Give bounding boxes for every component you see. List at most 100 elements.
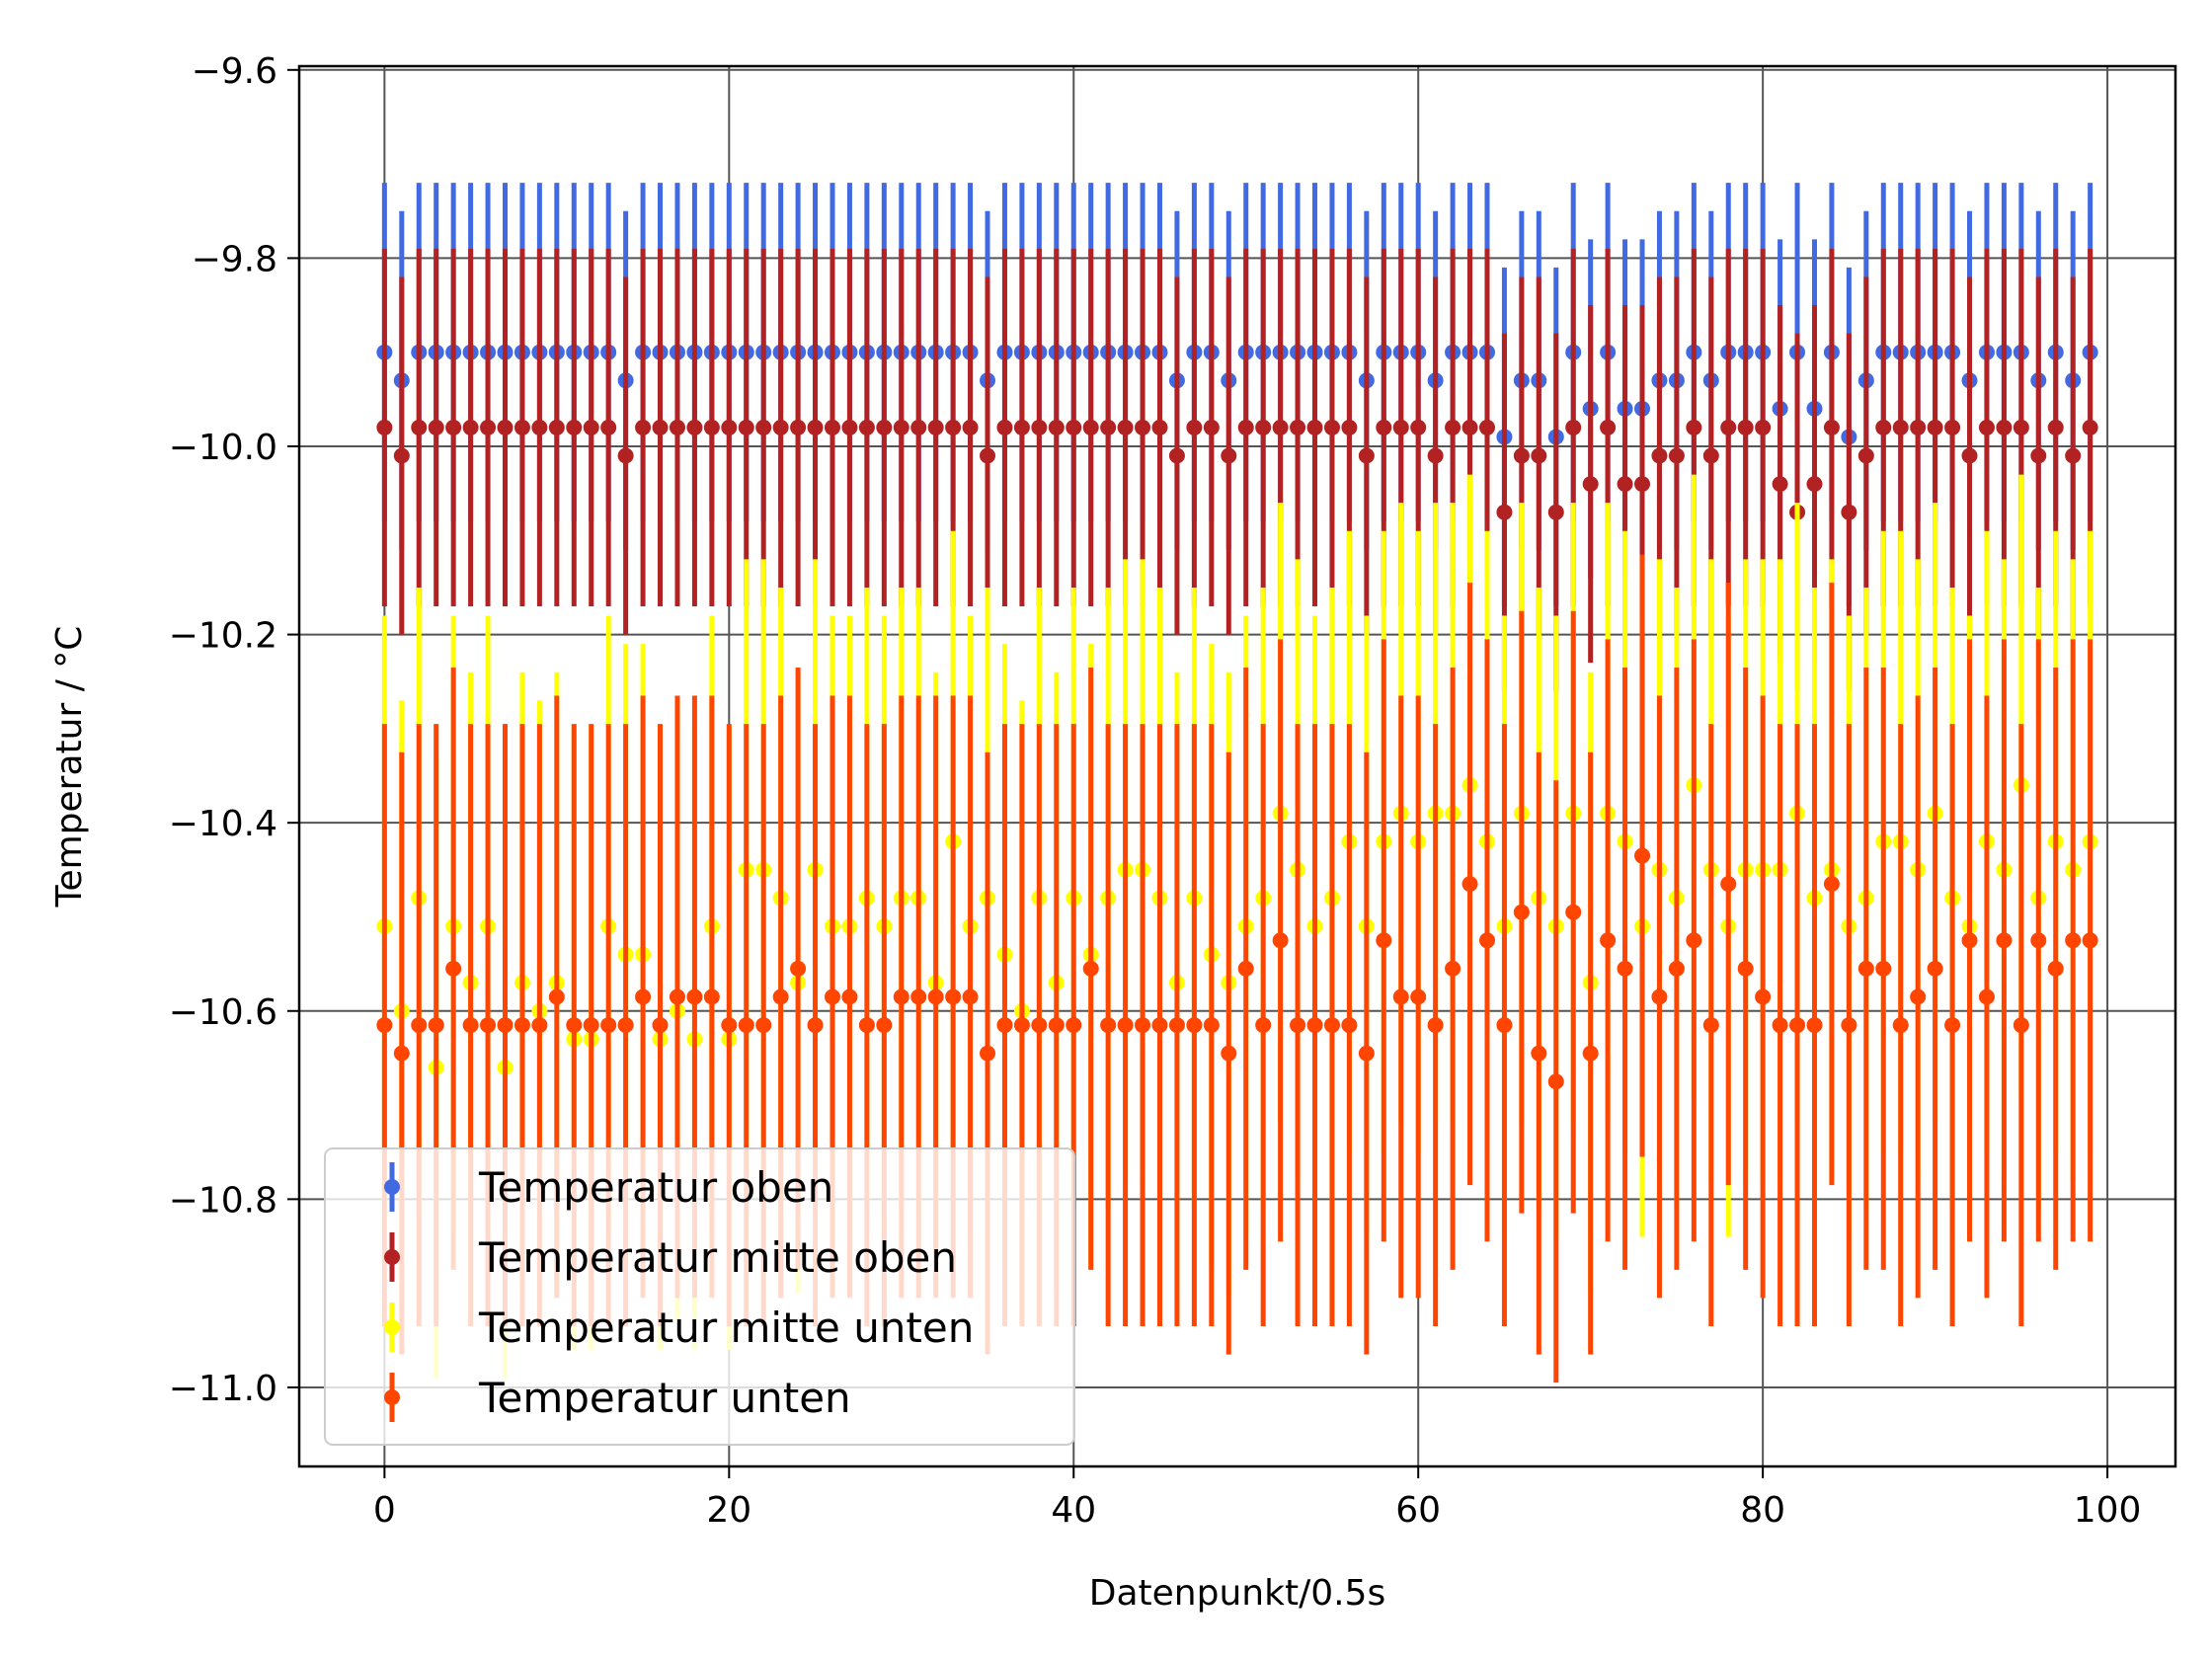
legend-marker (384, 1389, 400, 1405)
data-point (772, 988, 789, 1005)
data-point (514, 419, 530, 435)
plot-area (376, 183, 2098, 1383)
data-point (1600, 419, 1617, 435)
data-point (1151, 1017, 1168, 1034)
y-tick-label: −10.4 (169, 804, 277, 844)
data-point (1686, 419, 1702, 435)
data-point (1290, 419, 1306, 435)
x-axis: 0 20 40 60 80 100 (373, 1466, 2141, 1531)
data-point (927, 988, 944, 1005)
data-point (1117, 419, 1134, 435)
data-point (738, 1017, 754, 1034)
data-point (1358, 1045, 1375, 1062)
data-point (1100, 1017, 1117, 1034)
data-point (1720, 419, 1737, 435)
data-point (1582, 476, 1599, 493)
data-point (428, 419, 444, 435)
data-point (548, 988, 565, 1005)
data-point (1341, 419, 1358, 435)
y-tick-label: −11.0 (169, 1369, 277, 1409)
data-point (1290, 1017, 1306, 1034)
data-point (1806, 1017, 1823, 1034)
data-point (669, 988, 685, 1005)
data-point (1255, 1017, 1272, 1034)
data-point (1272, 419, 1289, 435)
data-point (669, 419, 685, 435)
y-tick-label: −10.0 (169, 428, 277, 468)
data-point (566, 419, 583, 435)
data-point (2030, 447, 2047, 464)
data-point (858, 419, 875, 435)
data-point (1478, 932, 1495, 949)
data-point (1306, 1017, 1323, 1034)
legend-marker (384, 1179, 400, 1195)
data-point (703, 988, 720, 1005)
data-point (2013, 1017, 2029, 1034)
data-point (1961, 932, 1978, 949)
data-point (1048, 419, 1065, 435)
data-point (1445, 419, 1462, 435)
data-point (686, 419, 703, 435)
data-point (1892, 1017, 1909, 1034)
data-point (1651, 988, 1668, 1005)
data-point (1496, 504, 1513, 520)
data-point (1445, 960, 1462, 977)
legend-label: Temperatur oben (478, 1163, 833, 1212)
data-point (841, 988, 858, 1005)
data-point (393, 1045, 410, 1062)
data-point (910, 988, 927, 1005)
data-point (480, 1017, 497, 1034)
data-point (1737, 419, 1754, 435)
data-point (1255, 419, 1272, 435)
data-point (1668, 447, 1685, 464)
data-point (1221, 1045, 1237, 1062)
data-point (858, 1017, 875, 1034)
data-point (583, 1017, 599, 1034)
data-point (1531, 447, 1547, 464)
data-point (1857, 447, 1874, 464)
data-point (652, 419, 669, 435)
data-point (962, 988, 979, 1005)
data-point (1841, 1017, 1857, 1034)
data-point (1376, 419, 1392, 435)
data-point (996, 419, 1013, 435)
data-point (445, 419, 462, 435)
data-point (548, 419, 565, 435)
data-point (1427, 1017, 1444, 1034)
data-point (1358, 447, 1375, 464)
data-point (531, 1017, 548, 1034)
data-point (1755, 419, 1772, 435)
data-point (686, 988, 703, 1005)
data-point (617, 1017, 634, 1034)
data-point (1702, 1017, 1719, 1034)
data-point (1151, 419, 1168, 435)
data-point (1910, 419, 1927, 435)
data-point (462, 1017, 479, 1034)
data-point (2047, 419, 2064, 435)
data-point (1513, 904, 1530, 920)
data-point (1427, 447, 1444, 464)
data-point (996, 1017, 1013, 1034)
data-point (1392, 419, 1409, 435)
data-point (1031, 419, 1048, 435)
data-point (1203, 1017, 1220, 1034)
x-tick-label: 40 (1051, 1490, 1096, 1531)
data-point (1272, 932, 1289, 949)
data-point (1789, 1017, 1806, 1034)
data-point (1857, 960, 1874, 977)
data-point (1203, 419, 1220, 435)
data-point (1927, 960, 1943, 977)
data-point (1066, 1017, 1082, 1034)
data-point (411, 419, 428, 435)
x-tick-label: 20 (706, 1490, 751, 1531)
data-point (1600, 932, 1617, 949)
data-point (1168, 1017, 1185, 1034)
axes-frame (297, 64, 2177, 1468)
data-point (841, 419, 858, 435)
data-point (1944, 419, 1961, 435)
data-point (1565, 904, 1582, 920)
data-point (1031, 1017, 1048, 1034)
legend-label: Temperatur mitte unten (478, 1304, 974, 1352)
data-point (1651, 447, 1668, 464)
